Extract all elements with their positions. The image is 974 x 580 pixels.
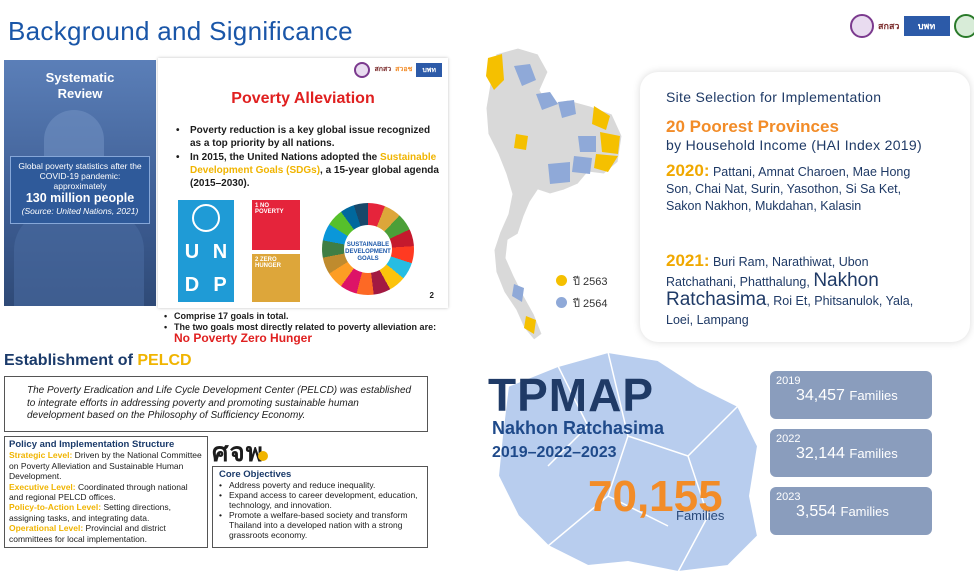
- university-logo: [850, 14, 874, 38]
- blue-dot-icon: [556, 297, 567, 308]
- map-north: [485, 47, 623, 341]
- province-blue: [548, 162, 570, 184]
- tsri-logo-small: สกสว: [374, 66, 392, 73]
- hai-subtitle: by Household Income (HAI Index 2019): [666, 137, 922, 153]
- stat-card-2023: 2023 3,554 Families: [770, 487, 932, 535]
- photo-figure-body: [14, 210, 144, 306]
- sjp-logo: ศจพ: [212, 432, 268, 473]
- header-logos: สกสว บพท: [850, 14, 974, 38]
- policy-level-1: Strategic Level: Driven by the National …: [9, 450, 202, 482]
- site-selection-title: Site Selection for Implementation: [666, 89, 882, 105]
- policy-structure-box: Policy and Implementation Structure Stra…: [4, 436, 208, 548]
- legend-2563: ปี 2563: [556, 271, 608, 293]
- survey-years: 2019–2022–2023: [492, 444, 617, 461]
- stat-card-2022: 2022 32,144 Families: [770, 429, 932, 477]
- poorest-heading: 20 Poorest Provinces: [666, 117, 839, 136]
- pmu-logo: บพท: [903, 16, 950, 36]
- tsri-logo: สกสว: [878, 21, 900, 31]
- sdg-notes: Comprise 17 goals in total. The two goal…: [164, 311, 448, 345]
- province-blue: [558, 100, 576, 118]
- province-yellow: [524, 316, 536, 334]
- province-blue: [512, 284, 524, 302]
- total-families-unit: Families: [676, 508, 725, 523]
- core-item: Promote a welfare-based society and tran…: [219, 510, 421, 540]
- province-yellow: [592, 106, 610, 130]
- map-legend: ปี 2563 ปี 2564: [556, 271, 608, 315]
- thailand-map: [485, 47, 623, 341]
- sdg-zero-hunger-tile: 2 ZERO HUNGER: [252, 254, 300, 302]
- poverty-bullets: Poverty reduction is a key global issue …: [176, 124, 440, 191]
- partner-logo: สวอช: [395, 66, 413, 73]
- establishment-description: The Poverty Eradication and Life Cycle D…: [4, 376, 428, 432]
- poverty-alleviation-title: Poverty Alleviation: [231, 90, 375, 107]
- policy-heading: Policy and Implementation Structure: [9, 439, 175, 450]
- systematic-review-panel: Systematic Review Global poverty statist…: [4, 60, 156, 306]
- poverty-alleviation-card: สกสว สวอช บพท Poverty Alleviation Povert…: [158, 58, 448, 308]
- core-item: Address poverty and reduce inequality.: [219, 480, 421, 490]
- yellow-dot-icon: [556, 275, 567, 286]
- province-yellow: [514, 134, 528, 150]
- province-blue: [536, 92, 558, 110]
- sdg-no-poverty-tile: 1 NO POVERTY: [252, 200, 300, 250]
- page-title: Background and Significance: [8, 16, 353, 46]
- nakhon-ratchasima-map: [496, 350, 760, 574]
- establishment-title: Establishment of PELCD: [4, 352, 192, 369]
- total-families: 70,155: [588, 472, 723, 521]
- province-blue: [514, 64, 536, 86]
- un-globe-icon: [192, 204, 220, 232]
- sdg-wheel-icon: SUSTAINABLE DEVELOPMENT GOALS: [322, 203, 414, 295]
- policy-level-3: Policy-to-Action Level: Setting directio…: [9, 502, 172, 523]
- tpmap-title: TPMAP: [488, 369, 654, 421]
- note-2: The two goals most directly related to p…: [164, 322, 448, 345]
- policy-level-2: Executive Level: Coordinated through nat…: [9, 481, 188, 503]
- site-selection-card: [640, 72, 970, 342]
- stat-big: 130 million people: [25, 191, 135, 205]
- note-1: Comprise 17 goals in total.: [164, 311, 448, 322]
- poverty-stat-box: Global poverty statistics after the COVI…: [10, 156, 150, 224]
- stat-text: Global poverty statistics after the COVI…: [18, 161, 142, 191]
- page-number: 2: [429, 291, 434, 300]
- sjp-dot-icon: [257, 451, 268, 461]
- bullet-1: Poverty reduction is a key global issue …: [176, 124, 440, 150]
- stat-source: (Source: United Nations, 2021): [21, 206, 139, 216]
- province-name: Nakhon Ratchasima: [492, 418, 665, 438]
- bullet-2: In 2015, the United Nations adopted the …: [176, 151, 440, 190]
- card-logos: สกสว สวอช บพท: [354, 62, 442, 78]
- legend-2564: ปี 2564: [556, 293, 608, 315]
- province-yellow: [486, 54, 504, 90]
- core-item: Expand access to career development, edu…: [219, 490, 421, 510]
- core-heading: Core Objectives: [219, 469, 292, 480]
- province-blue: [572, 156, 592, 174]
- pmu-logo-small: บพท: [416, 63, 442, 77]
- province-yellow: [594, 154, 618, 172]
- institute-logo: [953, 14, 974, 38]
- province-blue: [578, 136, 596, 152]
- provinces-2020: 2020: Pattani, Amnat Charoen, Mae Hong S…: [666, 161, 911, 213]
- systematic-review-title: Systematic Review: [45, 70, 115, 101]
- core-objectives-box: Core Objectives Address poverty and redu…: [212, 466, 428, 548]
- provinces-2021: 2021: Buri Ram, Narathiwat, Ubon Ratchat…: [666, 251, 914, 327]
- stat-card-2019: 2019 34,457 Families: [770, 371, 932, 419]
- province-yellow: [600, 132, 620, 154]
- policy-level-4: Operational Level: Provincial and distri…: [9, 523, 166, 544]
- university-logo-small: [354, 62, 371, 78]
